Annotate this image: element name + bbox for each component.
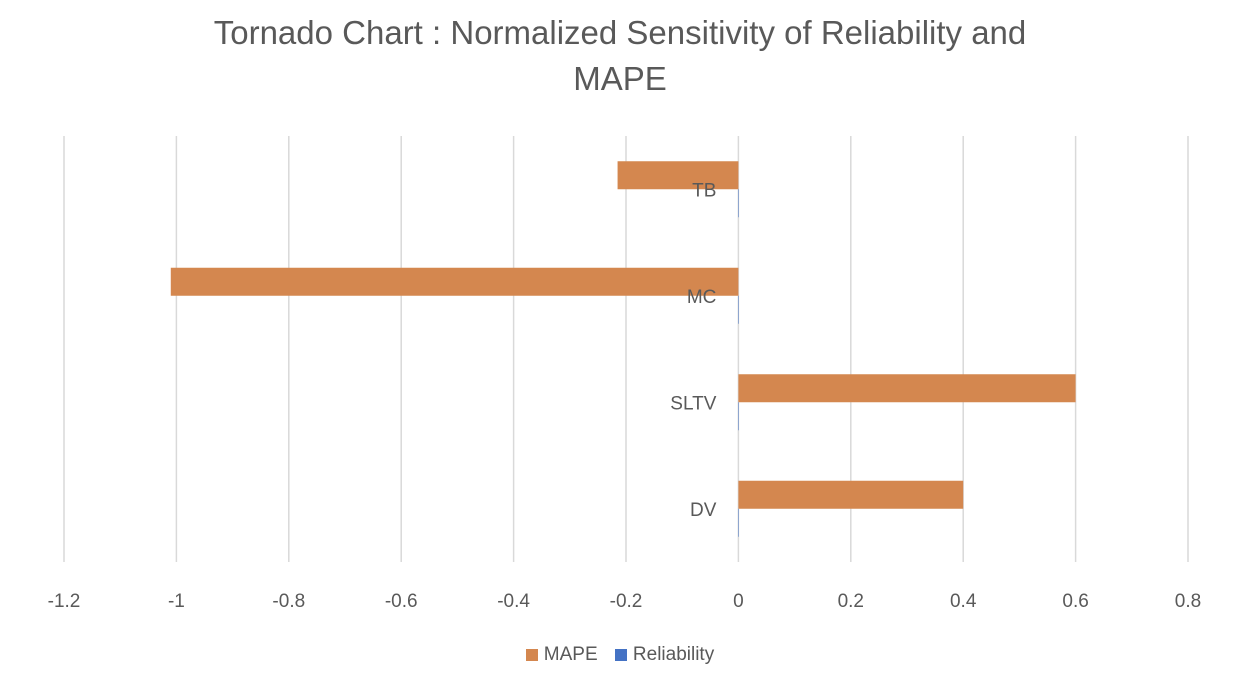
- x-tick-label: 0.2: [838, 591, 864, 612]
- legend: MAPE Reliability: [0, 644, 1240, 667]
- bar-reliability-mc: [738, 295, 739, 324]
- legend-label-mape: MAPE: [543, 644, 598, 665]
- bar-reliability-dv: [738, 508, 739, 537]
- x-tick-label: -1: [168, 591, 185, 612]
- legend-swatch-reliability: [614, 649, 627, 661]
- bar-mape-dv: [738, 480, 964, 509]
- x-tick-label: 0.8: [1175, 591, 1201, 612]
- chart-title-line-1: Tornado Chart : Normalized Sensitivity o…: [213, 14, 1027, 51]
- bar-mape-sltv: [738, 374, 1076, 403]
- bar-mape-tb: [617, 161, 739, 190]
- bar-reliability-sltv: [738, 402, 739, 431]
- chart-plot: -1.2 -1 -0.8 -0.6 -0.4 -0.2 0 0.2 0.4 0.6 0.8 TB MC S…: [48, 136, 1201, 612]
- x-tick-label: -0.6: [385, 591, 418, 612]
- legend-swatch-mape: [525, 649, 538, 661]
- x-tick-label: 0.4: [950, 591, 977, 612]
- chart-title-line-2: MAPE: [573, 60, 667, 97]
- x-tick-label: 0: [733, 591, 744, 612]
- legend-label-reliability: Reliability: [632, 644, 715, 665]
- category-label: MC: [687, 287, 717, 308]
- category-label: SLTV: [670, 393, 716, 414]
- legend-item-mape: MAPE: [525, 644, 598, 666]
- legend-item-reliability: Reliability: [614, 644, 715, 666]
- category-label: TB: [692, 180, 716, 201]
- category-label: DV: [690, 500, 717, 521]
- x-tick-label: -1.2: [48, 591, 81, 612]
- x-tick-label: 0.6: [1062, 591, 1088, 612]
- bar-reliability-tb: [738, 189, 739, 218]
- bar-mape-mc: [170, 267, 739, 296]
- x-tick-label: -0.8: [272, 591, 305, 612]
- x-tick-label: -0.4: [497, 591, 530, 612]
- x-tick-label: -0.2: [610, 591, 643, 612]
- chart-title: Tornado Chart : Normalized Sensitivity o…: [0, 10, 1240, 102]
